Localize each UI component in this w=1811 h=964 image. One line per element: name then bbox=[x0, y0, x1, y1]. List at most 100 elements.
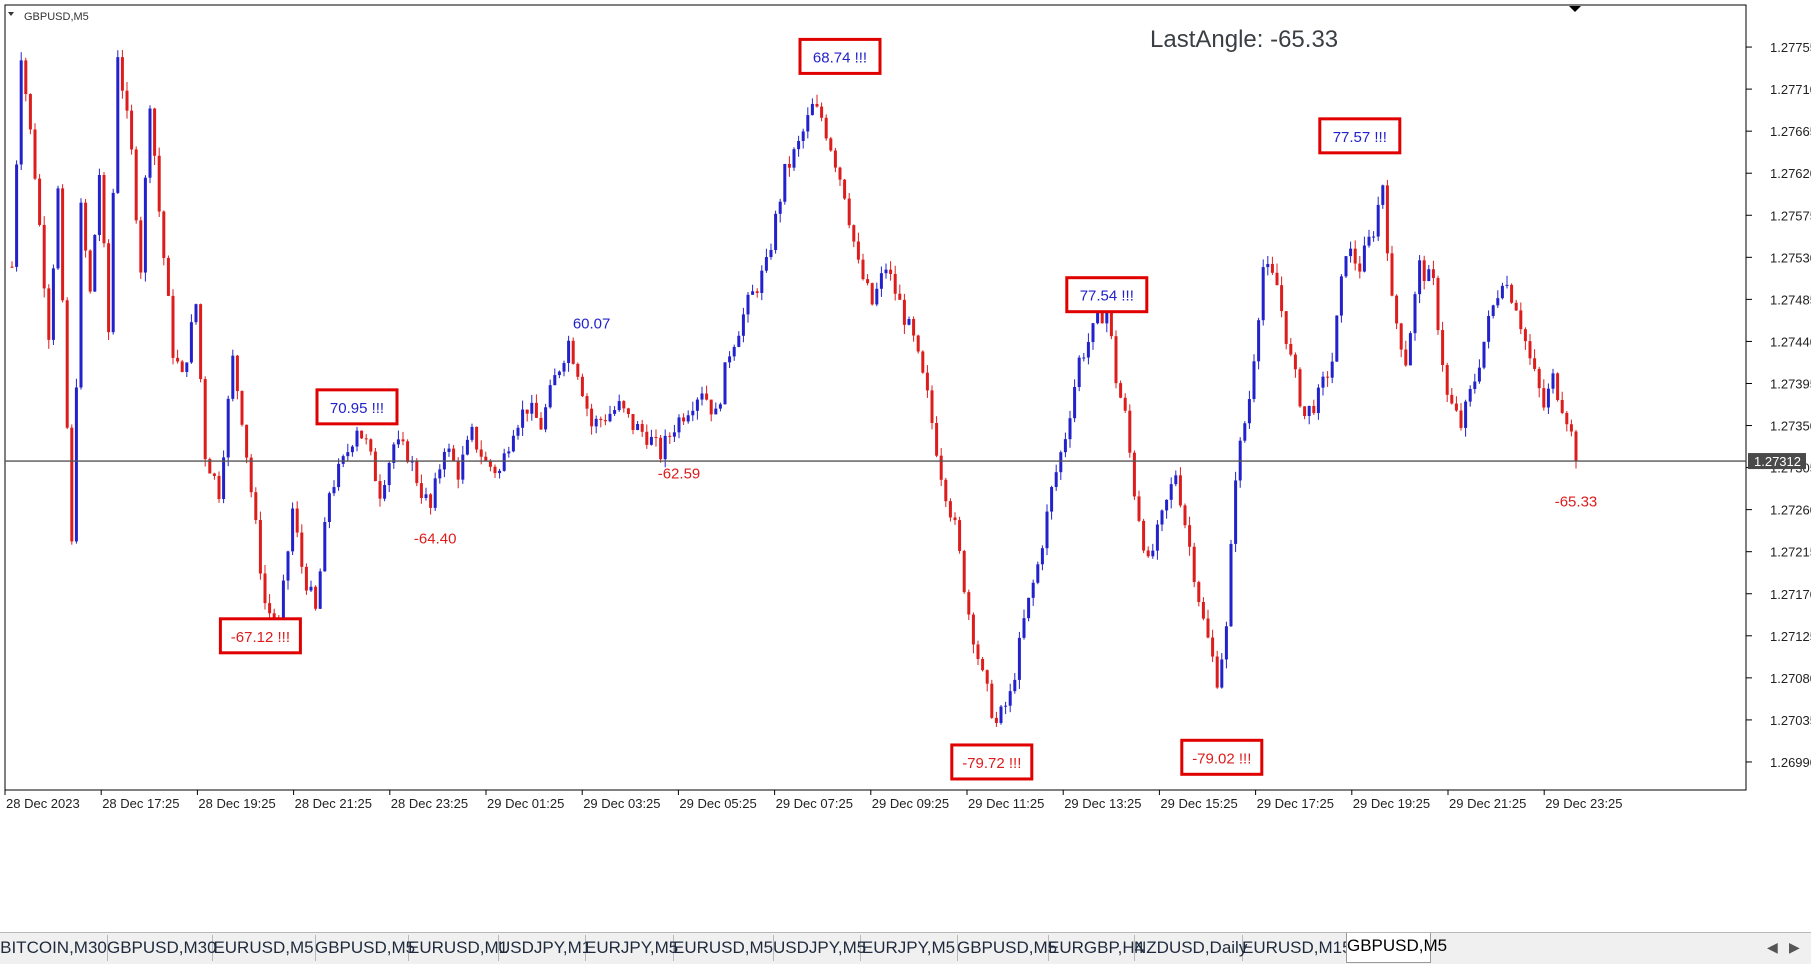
candle-bear bbox=[1178, 475, 1182, 506]
candle-bull bbox=[1257, 320, 1261, 362]
candle-bull bbox=[56, 188, 60, 269]
y-tick-label: 1.27575 bbox=[1770, 208, 1811, 223]
candle-bull bbox=[769, 249, 773, 258]
scroll-left-icon[interactable]: ◀ bbox=[1767, 939, 1778, 955]
candle-bull bbox=[1321, 376, 1325, 388]
candle-bear bbox=[967, 592, 971, 615]
candle-bull bbox=[672, 432, 676, 437]
angle-annotation: -67.12 !!! bbox=[231, 629, 290, 646]
y-tick-label: 1.27440 bbox=[1770, 334, 1811, 349]
candle-bull bbox=[465, 439, 469, 455]
candle-bull bbox=[424, 494, 428, 498]
chart-tab[interactable]: NZDUSD,Daily bbox=[1134, 935, 1247, 961]
chart-tab[interactable]: EURJPY,M5 bbox=[585, 935, 678, 961]
candle-bull bbox=[1413, 294, 1417, 334]
y-tick-label: 1.27530 bbox=[1770, 250, 1811, 265]
chart-tab[interactable]: GBPUSD,M5 bbox=[957, 935, 1057, 961]
candle-bear bbox=[990, 683, 994, 718]
candle-bear bbox=[847, 198, 851, 226]
candle-bull bbox=[383, 485, 387, 499]
angle-annotation: 68.74 !!! bbox=[813, 49, 867, 66]
candle-bear bbox=[930, 390, 934, 424]
chart-tab[interactable]: USDJPY,M5 bbox=[773, 935, 866, 961]
candle-bull bbox=[1054, 472, 1058, 488]
candle-bear bbox=[1114, 336, 1118, 384]
chart-tab[interactable]: GBPUSD,M5 bbox=[315, 935, 415, 961]
chart-tab[interactable]: GBPUSD,M5 bbox=[1346, 933, 1447, 963]
candle-bull bbox=[1477, 367, 1481, 382]
candle-bull bbox=[1050, 487, 1054, 512]
candle-bear bbox=[645, 431, 649, 445]
x-tick-label: 29 Dec 19:25 bbox=[1353, 796, 1430, 811]
candle-bull bbox=[677, 417, 681, 433]
candle-bear bbox=[1192, 546, 1196, 583]
candle-bull bbox=[1091, 323, 1095, 343]
angle-alert-box bbox=[315, 388, 399, 426]
candle-bull bbox=[557, 371, 561, 376]
chart-shift-marker-icon[interactable] bbox=[1569, 6, 1581, 12]
x-tick-label: 29 Dec 07:25 bbox=[776, 796, 853, 811]
x-tick-label: 28 Dec 23:25 bbox=[391, 796, 468, 811]
candle-bear bbox=[1542, 388, 1546, 408]
chart-tab[interactable]: EURUSD,M15 bbox=[1242, 935, 1352, 961]
candle-bull bbox=[1344, 256, 1348, 277]
candle-bull bbox=[700, 393, 704, 400]
candle-bear bbox=[245, 424, 249, 458]
chart-tab[interactable]: USDJPY,M1 bbox=[498, 935, 591, 961]
candle-bull bbox=[97, 175, 101, 235]
candle-bear bbox=[1326, 376, 1330, 378]
chart-tab[interactable]: EURGBP,H4 bbox=[1048, 935, 1144, 961]
tab-scroll-arrows[interactable]: ◀ ▶ bbox=[1751, 933, 1811, 964]
candle-bull bbox=[714, 408, 718, 415]
x-tick-label: 29 Dec 09:25 bbox=[872, 796, 949, 811]
candle-bull bbox=[1266, 263, 1270, 268]
candle-bear bbox=[985, 670, 989, 684]
candle-bull bbox=[189, 322, 193, 363]
candle-bear bbox=[1404, 349, 1408, 366]
collapse-arrow-icon[interactable] bbox=[8, 12, 14, 16]
candle-bear bbox=[475, 426, 479, 450]
candle-bull bbox=[516, 427, 520, 436]
candle-bear bbox=[1556, 373, 1560, 400]
candle-bear bbox=[488, 460, 492, 467]
candle-bear bbox=[130, 110, 134, 150]
chart-tab[interactable]: EURUSD,M5 bbox=[673, 935, 774, 961]
candle-bear bbox=[1183, 505, 1187, 526]
candle-bear bbox=[360, 430, 364, 439]
candle-bear bbox=[65, 300, 69, 428]
chart-tab[interactable]: GBPUSD,M30 bbox=[107, 935, 217, 961]
candle-bull bbox=[396, 439, 400, 445]
candle-bull bbox=[291, 508, 295, 552]
chart-tab[interactable]: EURJPY,M5 bbox=[860, 935, 958, 961]
chart-tab[interactable]: EURUSD,M5 bbox=[212, 935, 316, 961]
y-tick-label: 1.27170 bbox=[1770, 587, 1811, 602]
candle-bear bbox=[603, 420, 607, 422]
candle-bull bbox=[116, 57, 120, 193]
candle-bear bbox=[1123, 397, 1127, 411]
candle-bull bbox=[617, 401, 621, 411]
candle-bull bbox=[1160, 510, 1164, 525]
candle-bear bbox=[953, 517, 957, 521]
candle-bear bbox=[369, 439, 373, 452]
candle-bull bbox=[1349, 248, 1353, 257]
candle-bear bbox=[824, 117, 828, 139]
candle-bull bbox=[741, 314, 745, 336]
candle-bull bbox=[636, 424, 640, 430]
chart-tab[interactable]: BITCOIN,M30 bbox=[0, 935, 108, 961]
candle-bull bbox=[1381, 185, 1385, 205]
candle-bear bbox=[493, 466, 497, 474]
candle-bull bbox=[728, 356, 732, 363]
candle-bull bbox=[447, 448, 451, 452]
candle-bear bbox=[1574, 431, 1578, 462]
candle-bull bbox=[74, 387, 78, 542]
candle-bear bbox=[958, 520, 962, 551]
scroll-right-icon[interactable]: ▶ bbox=[1789, 939, 1800, 955]
candle-bear bbox=[171, 295, 175, 358]
candle-bear bbox=[166, 257, 170, 296]
candle-bull bbox=[341, 456, 345, 464]
price-chart[interactable]: -67.12 !!! 70.95 !!! -64.40 60.07 -62.59 68.7… bbox=[0, 0, 1811, 932]
candle-bear bbox=[304, 566, 308, 591]
chart-tab[interactable]: EURUSD,M1 bbox=[408, 935, 508, 961]
candle-bull bbox=[649, 436, 653, 445]
candle-bear bbox=[944, 479, 948, 502]
